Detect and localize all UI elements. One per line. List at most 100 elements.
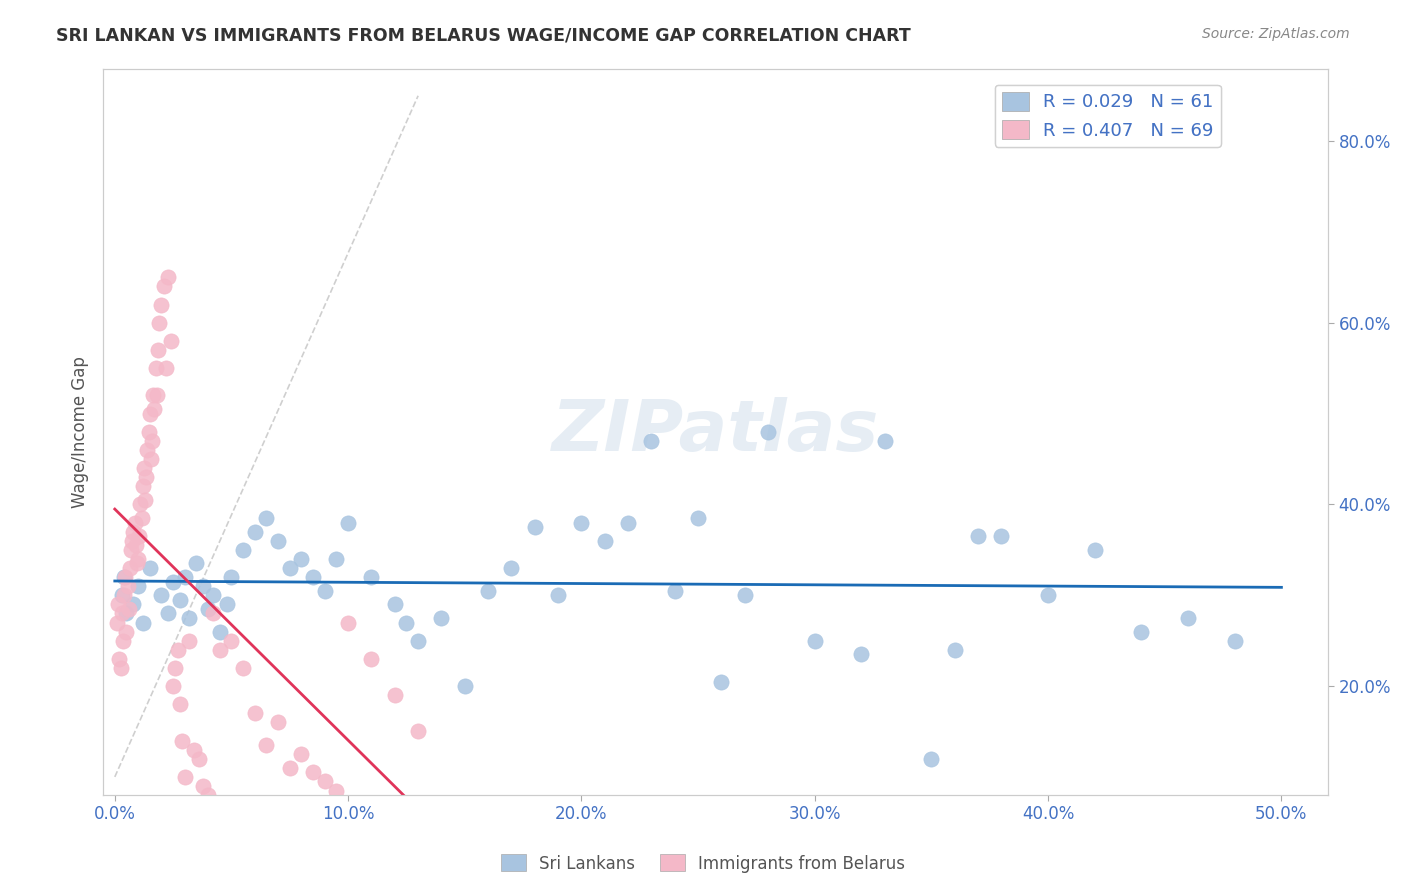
Point <box>118 602 141 616</box>
Point <box>132 461 155 475</box>
Point <box>186 557 208 571</box>
Point <box>120 542 142 557</box>
Point <box>477 583 499 598</box>
Point <box>148 316 170 330</box>
Point <box>145 361 167 376</box>
Point <box>139 407 162 421</box>
Point <box>267 533 290 548</box>
Point <box>256 511 278 525</box>
Point <box>256 738 278 752</box>
Point <box>197 788 219 802</box>
Point <box>617 516 640 530</box>
Point <box>146 343 169 357</box>
Point <box>920 752 942 766</box>
Point <box>193 779 215 793</box>
Point <box>232 542 254 557</box>
Point <box>243 706 266 721</box>
Point <box>1177 611 1199 625</box>
Point <box>215 598 238 612</box>
Point <box>1223 633 1246 648</box>
Point <box>943 642 966 657</box>
Point <box>360 652 382 666</box>
Point <box>278 761 301 775</box>
Point <box>111 633 134 648</box>
Point <box>290 552 312 566</box>
Point <box>547 588 569 602</box>
Point <box>990 529 1012 543</box>
Point <box>430 611 453 625</box>
Point <box>141 434 163 448</box>
Point <box>166 642 188 657</box>
Point <box>851 648 873 662</box>
Point <box>134 492 156 507</box>
Point <box>873 434 896 448</box>
Point <box>157 270 180 285</box>
Point <box>384 688 406 702</box>
Point <box>165 661 187 675</box>
Point <box>337 615 360 630</box>
Point <box>173 770 195 784</box>
Point <box>108 652 131 666</box>
Point <box>314 774 336 789</box>
Point <box>105 615 128 630</box>
Point <box>967 529 990 543</box>
Point <box>122 598 145 612</box>
Point <box>395 615 418 630</box>
Point <box>201 588 224 602</box>
Point <box>110 661 132 675</box>
Point <box>208 624 231 639</box>
Point <box>132 615 155 630</box>
Text: SRI LANKAN VS IMMIGRANTS FROM BELARUS WAGE/INCOME GAP CORRELATION CHART: SRI LANKAN VS IMMIGRANTS FROM BELARUS WA… <box>56 27 911 45</box>
Point <box>193 579 215 593</box>
Point <box>571 516 593 530</box>
Point <box>172 733 194 747</box>
Point <box>139 561 162 575</box>
Point <box>125 538 148 552</box>
Point <box>107 598 129 612</box>
Point <box>150 298 173 312</box>
Point <box>290 747 312 762</box>
Point <box>501 561 523 575</box>
Point <box>179 633 201 648</box>
Point <box>169 698 191 712</box>
Point <box>201 607 224 621</box>
Y-axis label: Wage/Income Gap: Wage/Income Gap <box>72 356 89 508</box>
Point <box>135 470 157 484</box>
Point <box>593 533 616 548</box>
Point <box>337 516 360 530</box>
Point <box>118 561 141 575</box>
Legend: R = 0.029   N = 61, R = 0.407   N = 69: R = 0.029 N = 61, R = 0.407 N = 69 <box>994 85 1220 147</box>
Point <box>325 552 347 566</box>
Point <box>197 602 219 616</box>
Point <box>127 552 149 566</box>
Point <box>406 633 429 648</box>
Point <box>115 624 138 639</box>
Legend: Sri Lankans, Immigrants from Belarus: Sri Lankans, Immigrants from Belarus <box>494 847 912 880</box>
Point <box>406 724 429 739</box>
Point <box>114 570 136 584</box>
Point <box>143 402 166 417</box>
Point <box>139 452 162 467</box>
Point <box>138 425 160 439</box>
Point <box>734 588 756 602</box>
Point <box>124 516 146 530</box>
Point <box>152 279 174 293</box>
Point <box>267 715 290 730</box>
Point <box>688 511 710 525</box>
Point <box>640 434 662 448</box>
Point <box>111 588 134 602</box>
Point <box>157 607 180 621</box>
Point <box>221 633 243 648</box>
Point <box>129 498 152 512</box>
Point <box>112 570 135 584</box>
Point <box>803 633 825 648</box>
Point <box>127 579 149 593</box>
Point <box>117 579 139 593</box>
Point <box>314 583 336 598</box>
Point <box>183 742 205 756</box>
Point <box>1036 588 1059 602</box>
Point <box>302 570 325 584</box>
Point <box>360 570 382 584</box>
Point <box>159 334 181 348</box>
Text: Source: ZipAtlas.com: Source: ZipAtlas.com <box>1202 27 1350 41</box>
